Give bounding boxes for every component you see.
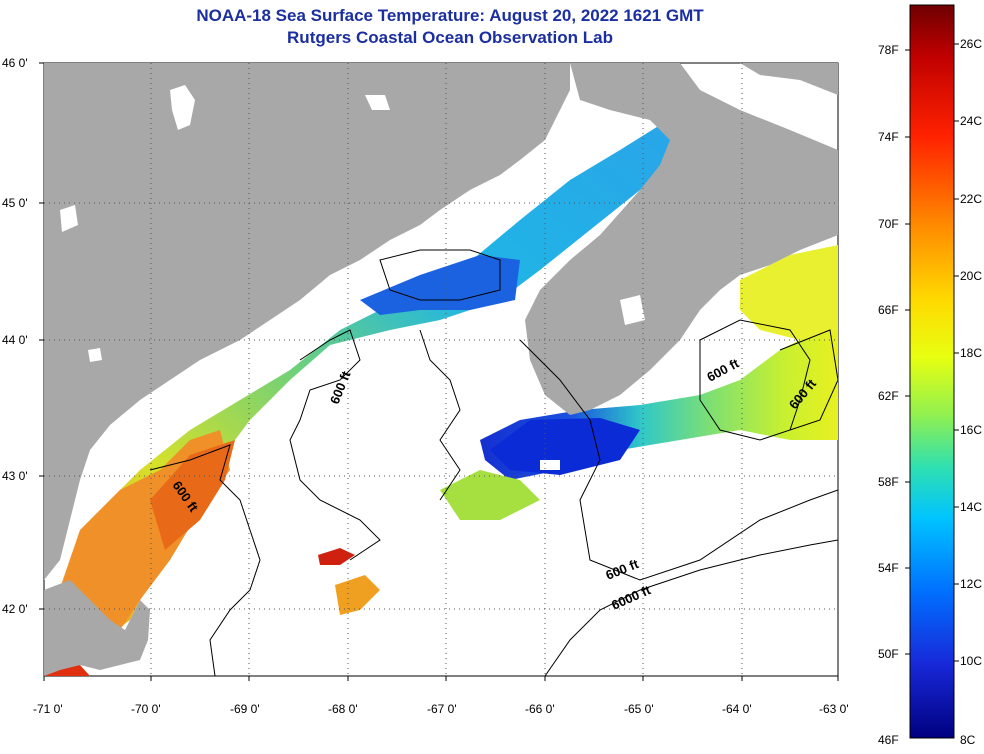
colorbar-label-c: 20C	[960, 269, 983, 283]
colorbar-label-f: 62F	[878, 389, 899, 403]
lat-label: 45 0'	[2, 196, 28, 210]
lon-label: -64 0'	[722, 702, 752, 716]
colorbar-label-c: 12C	[960, 577, 983, 591]
lat-label: 44 0'	[2, 333, 28, 347]
lon-label: -71 0'	[33, 702, 63, 716]
lat-label: 42 0'	[2, 602, 28, 616]
land	[44, 63, 838, 676]
colorbar-label-c: 26C	[960, 37, 983, 51]
lon-label: -65 0'	[624, 702, 654, 716]
colorbar-label-c: 16C	[960, 423, 983, 437]
colorbar-label-f: 54F	[878, 561, 899, 575]
colorbar-label-f: 78F	[878, 43, 899, 57]
lat-label: 46 0'	[2, 56, 28, 70]
colorbar-label-c: 22C	[960, 192, 983, 206]
cloud-patches	[60, 85, 645, 470]
lon-label: -67 0'	[427, 702, 457, 716]
colorbar-label-f: 58F	[878, 475, 899, 489]
colorbar	[909, 4, 955, 739]
map-subtitle: Rutgers Coastal Ocean Observation Lab	[287, 28, 613, 47]
lon-label: -66 0'	[525, 702, 555, 716]
bathymetry-contours	[149, 249, 838, 676]
colorbar-label-f: 50F	[878, 647, 899, 661]
colorbar-label-c: 24C	[960, 114, 983, 128]
colorbar-label-f: 74F	[878, 130, 899, 144]
lon-label: -70 0'	[131, 702, 161, 716]
graticule	[44, 63, 838, 676]
colorbar-ticks	[905, 43, 959, 662]
colorbar-label-f: 70F	[878, 217, 899, 231]
colorbar-label-f: 46F	[878, 733, 899, 747]
lon-label: -63 0'	[819, 702, 849, 716]
lon-label: -68 0'	[328, 702, 358, 716]
frame-ticks	[39, 62, 839, 681]
colorbar-label-c: 18C	[960, 346, 983, 360]
colorbar-label-c: 10C	[960, 654, 983, 668]
colorbar-label-c: 14C	[960, 500, 983, 514]
lat-label: 43 0'	[2, 469, 28, 483]
colorbar-label-f: 66F	[878, 303, 899, 317]
map-title: NOAA-18 Sea Surface Temperature: August …	[196, 6, 704, 25]
lon-label: -69 0'	[230, 702, 260, 716]
colorbar-label-c: 8C	[960, 733, 976, 747]
